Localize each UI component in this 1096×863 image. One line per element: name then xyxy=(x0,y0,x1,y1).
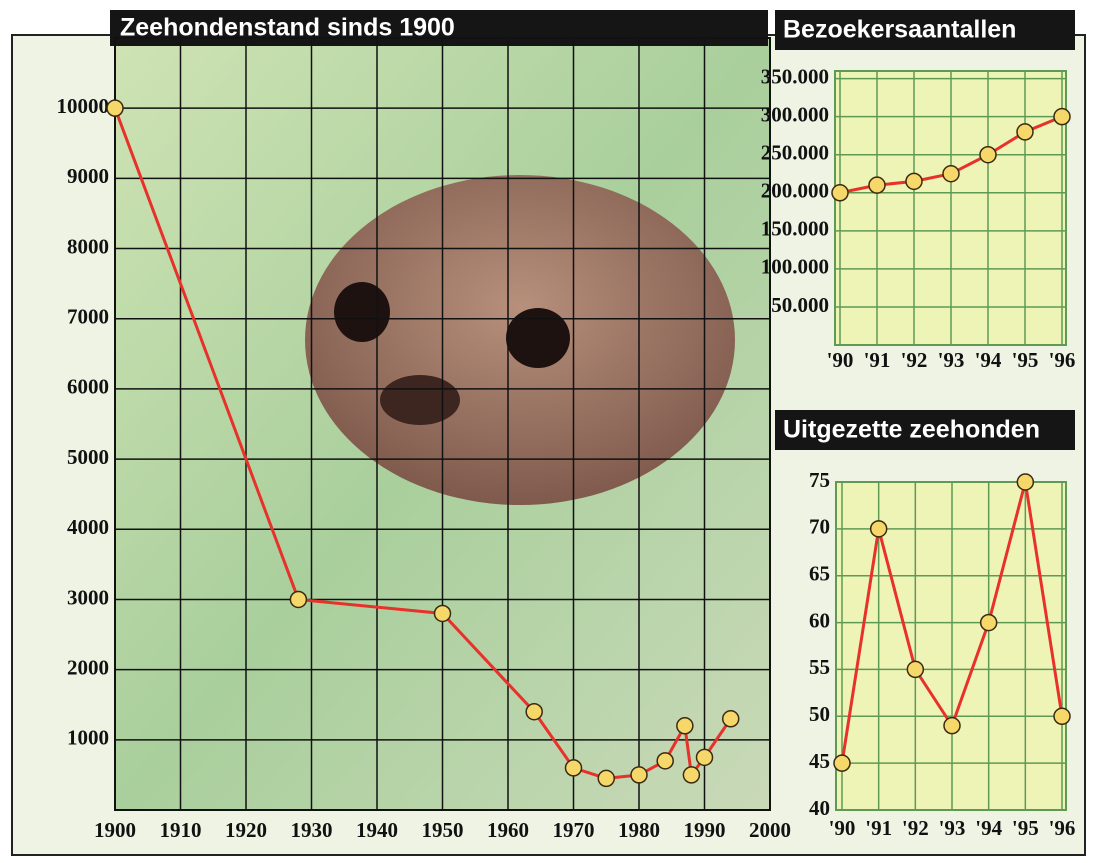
x-tick-label: '92 xyxy=(901,348,928,372)
data-point xyxy=(106,99,124,117)
y-tick-label: 55 xyxy=(809,655,830,679)
plot-background xyxy=(836,482,1066,810)
x-tick-label: '96 xyxy=(1049,348,1076,372)
data-point xyxy=(1053,107,1071,126)
data-point xyxy=(695,748,714,767)
data-point xyxy=(1016,123,1034,141)
x-tick-label: '90 xyxy=(829,816,856,840)
x-tick-label: 1900 xyxy=(94,818,136,842)
data-point xyxy=(868,176,886,194)
title-box xyxy=(110,10,768,46)
y-tick-label: 1000 xyxy=(67,726,109,750)
plot-border xyxy=(834,70,1067,346)
data-point xyxy=(676,717,694,735)
y-tick-label: 45 xyxy=(809,749,830,773)
x-tick-label: 1980 xyxy=(618,818,660,842)
y-tick-label: 10000 xyxy=(57,94,110,118)
y-tick-label: 300.000 xyxy=(761,102,829,126)
x-tick-label: '94 xyxy=(975,348,1002,372)
data-point xyxy=(433,604,452,623)
x-tick-label: '95 xyxy=(1012,816,1039,840)
data-point xyxy=(906,660,925,679)
y-tick-label: 4000 xyxy=(67,515,109,539)
y-tick-label: 2000 xyxy=(67,655,109,679)
data-point xyxy=(564,759,583,777)
y-tick-label: 65 xyxy=(809,562,830,586)
x-tick-label: 1920 xyxy=(225,818,267,842)
y-tick-label: 50 xyxy=(809,702,830,726)
x-tick-label: '95 xyxy=(1012,348,1039,372)
data-point xyxy=(597,769,615,788)
x-tick-label: '93 xyxy=(939,816,966,840)
data-point xyxy=(656,752,674,770)
y-tick-label: 350.000 xyxy=(761,64,829,88)
y-tick-label: 50.000 xyxy=(771,293,829,317)
chart-title: Bezoekersaantallen xyxy=(783,16,1016,44)
x-tick-label: '91 xyxy=(865,816,892,840)
data-point xyxy=(979,145,997,164)
data-point xyxy=(1016,473,1035,491)
x-tick-label: 1950 xyxy=(422,818,464,842)
y-tick-label: 60 xyxy=(809,608,830,632)
x-tick-label: 1940 xyxy=(356,818,398,842)
y-tick-label: 70 xyxy=(809,515,830,539)
y-tick-label: 200.000 xyxy=(761,179,829,203)
title-box xyxy=(775,410,1075,450)
x-tick-label: '93 xyxy=(938,348,965,372)
x-tick-label: 1910 xyxy=(160,818,202,842)
data-point xyxy=(630,766,648,784)
y-tick-label: 75 xyxy=(809,468,830,492)
x-tick-label: 1930 xyxy=(291,818,333,842)
data-point xyxy=(833,754,851,772)
data-point xyxy=(979,613,998,632)
data-point xyxy=(1053,707,1071,726)
y-tick-label: 3000 xyxy=(67,585,109,609)
y-tick-label: 250.000 xyxy=(761,141,829,165)
data-point xyxy=(869,520,888,538)
data-point xyxy=(682,766,701,784)
data-point xyxy=(905,172,923,191)
x-tick-label: '90 xyxy=(827,348,854,372)
y-tick-label: 6000 xyxy=(67,375,109,399)
data-point xyxy=(831,184,849,202)
plot-border xyxy=(835,481,1067,811)
y-tick-label: 100.000 xyxy=(761,255,829,279)
title-box xyxy=(775,10,1075,50)
y-tick-label: 8000 xyxy=(67,234,109,258)
seal-eye xyxy=(506,308,570,368)
x-tick-label: '92 xyxy=(902,816,929,840)
y-tick-label: 7000 xyxy=(67,305,109,329)
x-tick-label: 1960 xyxy=(487,818,529,842)
data-point xyxy=(525,702,543,721)
chart-title: Zeehondenstand sinds 1900 xyxy=(120,14,455,42)
chart-title: Uitgezette zeehonden xyxy=(783,416,1040,444)
x-tick-label: 1990 xyxy=(684,818,726,842)
seal-eye xyxy=(334,282,390,342)
y-tick-label: 40 xyxy=(809,796,830,820)
x-tick-label: '96 xyxy=(1049,816,1076,840)
x-tick-label: 1970 xyxy=(553,818,595,842)
plot-border xyxy=(114,37,771,811)
x-tick-label: '91 xyxy=(864,348,891,372)
data-point xyxy=(942,165,960,183)
y-tick-label: 9000 xyxy=(67,164,109,188)
x-tick-label: '94 xyxy=(975,816,1002,840)
data-point xyxy=(943,716,961,735)
x-tick-label: 2000 xyxy=(749,818,791,842)
data-point xyxy=(289,590,308,609)
seal-nose xyxy=(380,375,460,425)
y-tick-label: 5000 xyxy=(67,445,109,469)
data-point xyxy=(721,710,740,728)
y-tick-label: 150.000 xyxy=(761,217,829,241)
